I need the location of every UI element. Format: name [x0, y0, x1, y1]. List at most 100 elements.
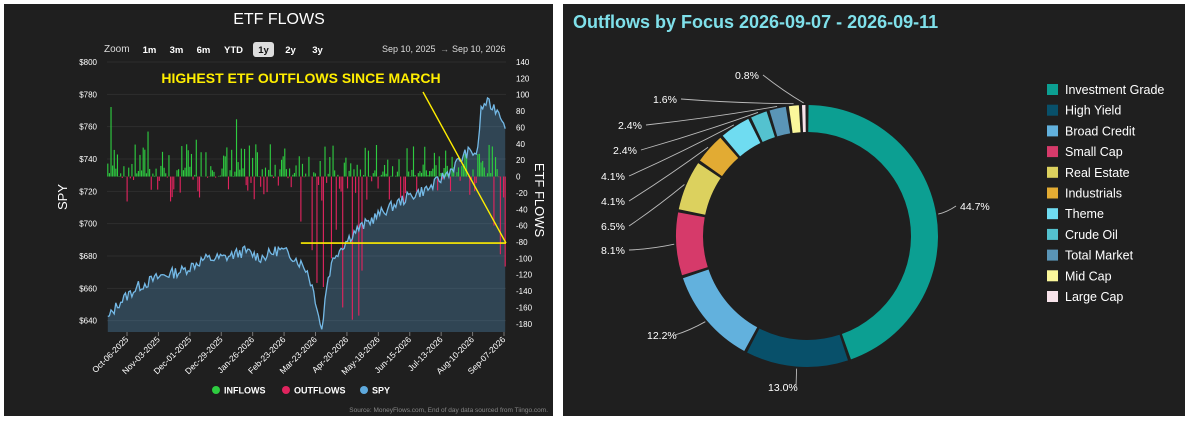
inflow-bar: [387, 160, 388, 177]
donut-slice: [676, 212, 708, 275]
inflow-bar: [110, 107, 111, 177]
flow-tick-label: -180: [516, 320, 533, 329]
outflow-bar: [228, 177, 229, 190]
legend-label: Industrials: [1065, 187, 1122, 201]
inflow-bar: [360, 169, 361, 176]
inflow-bar: [328, 174, 329, 177]
flow-tick-label: -140: [516, 287, 533, 296]
outflow-bar: [267, 177, 268, 193]
legend-label: Small Cap: [1065, 145, 1123, 159]
inflow-bar: [299, 156, 300, 176]
inflow-bar: [160, 166, 161, 177]
legend-label: Total Market: [1065, 249, 1134, 263]
donut-slice: [802, 105, 806, 132]
inflow-bar: [406, 148, 407, 176]
inflow-bar: [390, 176, 391, 177]
inflow-bar: [120, 173, 121, 176]
inflow-bar: [268, 170, 269, 177]
data-label-connector: [681, 99, 794, 104]
inflow-bar: [427, 175, 428, 176]
spy-tick-label: $740: [79, 155, 97, 164]
inflow-bar: [131, 164, 132, 177]
zoom-label: Zoom: [104, 44, 130, 55]
inflow-bar: [284, 149, 285, 177]
inflow-bar: [194, 175, 195, 177]
inflow-bar: [156, 169, 157, 177]
legend-swatch: [1047, 291, 1058, 302]
legend-label: High Yield: [1065, 104, 1121, 118]
inflow-bar: [419, 171, 420, 176]
donut-slice: [789, 105, 801, 133]
outflow-bar: [199, 177, 200, 198]
legend-label: Mid Cap: [1065, 269, 1112, 283]
inflow-bar: [302, 164, 303, 177]
zoom-option-2y: 2y: [285, 45, 296, 56]
spy-tick-label: $760: [79, 123, 97, 132]
data-label: 12.2%: [647, 330, 677, 342]
outflow-bar: [287, 177, 288, 179]
inflow-bar: [141, 170, 142, 176]
inflow-bar: [138, 171, 139, 177]
inflow-bar: [231, 150, 232, 177]
inflow-bar: [154, 176, 155, 177]
inflow-bar: [189, 167, 190, 177]
data-label-connector: [629, 185, 684, 227]
outflow-bar: [498, 177, 499, 178]
flow-tick-label: 100: [516, 91, 530, 100]
inflow-bar: [411, 170, 412, 177]
y2-axis-label: ETF FLOWS: [532, 163, 547, 238]
inflow-bar: [426, 170, 427, 176]
inflow-bar: [236, 119, 237, 176]
legend-label: Real Estate: [1065, 166, 1130, 180]
inflow-bar: [479, 154, 480, 177]
inflow-bar: [386, 174, 387, 177]
inflow-bar: [373, 173, 374, 176]
outflow-bar: [400, 177, 401, 198]
zoom-option-ytd: YTD: [224, 45, 243, 56]
zoom-option-1y: 1y: [258, 45, 269, 56]
inflow-bar: [395, 176, 396, 177]
inflow-bar: [423, 165, 424, 177]
donut-slice: [683, 270, 757, 351]
inflow-bar: [439, 156, 440, 176]
outflow-bar: [476, 177, 477, 183]
outflow-bar: [127, 177, 128, 202]
outflow-bar: [172, 177, 173, 198]
inflow-bar: [234, 172, 235, 177]
inflow-bar: [223, 156, 224, 177]
legend-swatch: [1047, 105, 1058, 116]
inflow-bar: [353, 169, 354, 176]
legend-marker: [282, 386, 290, 394]
inflow-bar: [225, 156, 226, 176]
date-axis-ticks: Oct-06-2025Nov-03-2025Dec-01-2025Dec-29-…: [90, 332, 508, 377]
inflow-bar: [320, 161, 321, 177]
inflow-bar: [205, 152, 206, 176]
inflow-bar: [434, 153, 435, 177]
zoom-option-6m: 6m: [197, 45, 211, 56]
data-label: 4.1%: [601, 171, 625, 183]
flow-tick-label: 0: [516, 173, 521, 182]
legend-swatch: [1047, 250, 1058, 261]
flow-tick-label: -60: [516, 222, 528, 231]
data-label: 6.5%: [601, 221, 625, 233]
outflow-bar: [246, 177, 247, 186]
inflow-bar: [139, 155, 140, 177]
inflow-bar: [337, 175, 338, 177]
range-to: Sep 10, 2026: [452, 44, 506, 54]
inflow-bar: [397, 172, 398, 177]
inflow-bar: [112, 166, 113, 177]
outflow-bar: [493, 177, 494, 226]
inflow-bar: [178, 169, 179, 176]
legend-swatch: [1047, 188, 1058, 199]
data-label-connector: [629, 244, 674, 250]
outflow-bar: [326, 177, 327, 183]
spy-tick-label: $780: [79, 90, 97, 99]
donut-title: Outflows by Focus 2026-09-07 - 2026-09-1…: [573, 12, 938, 32]
inflow-bar: [329, 157, 330, 177]
outflow-bar: [250, 177, 251, 183]
data-label: 0.8%: [735, 70, 759, 82]
inflow-bar: [344, 163, 345, 177]
inflow-bar: [255, 144, 256, 176]
inflow-bar: [218, 176, 219, 177]
